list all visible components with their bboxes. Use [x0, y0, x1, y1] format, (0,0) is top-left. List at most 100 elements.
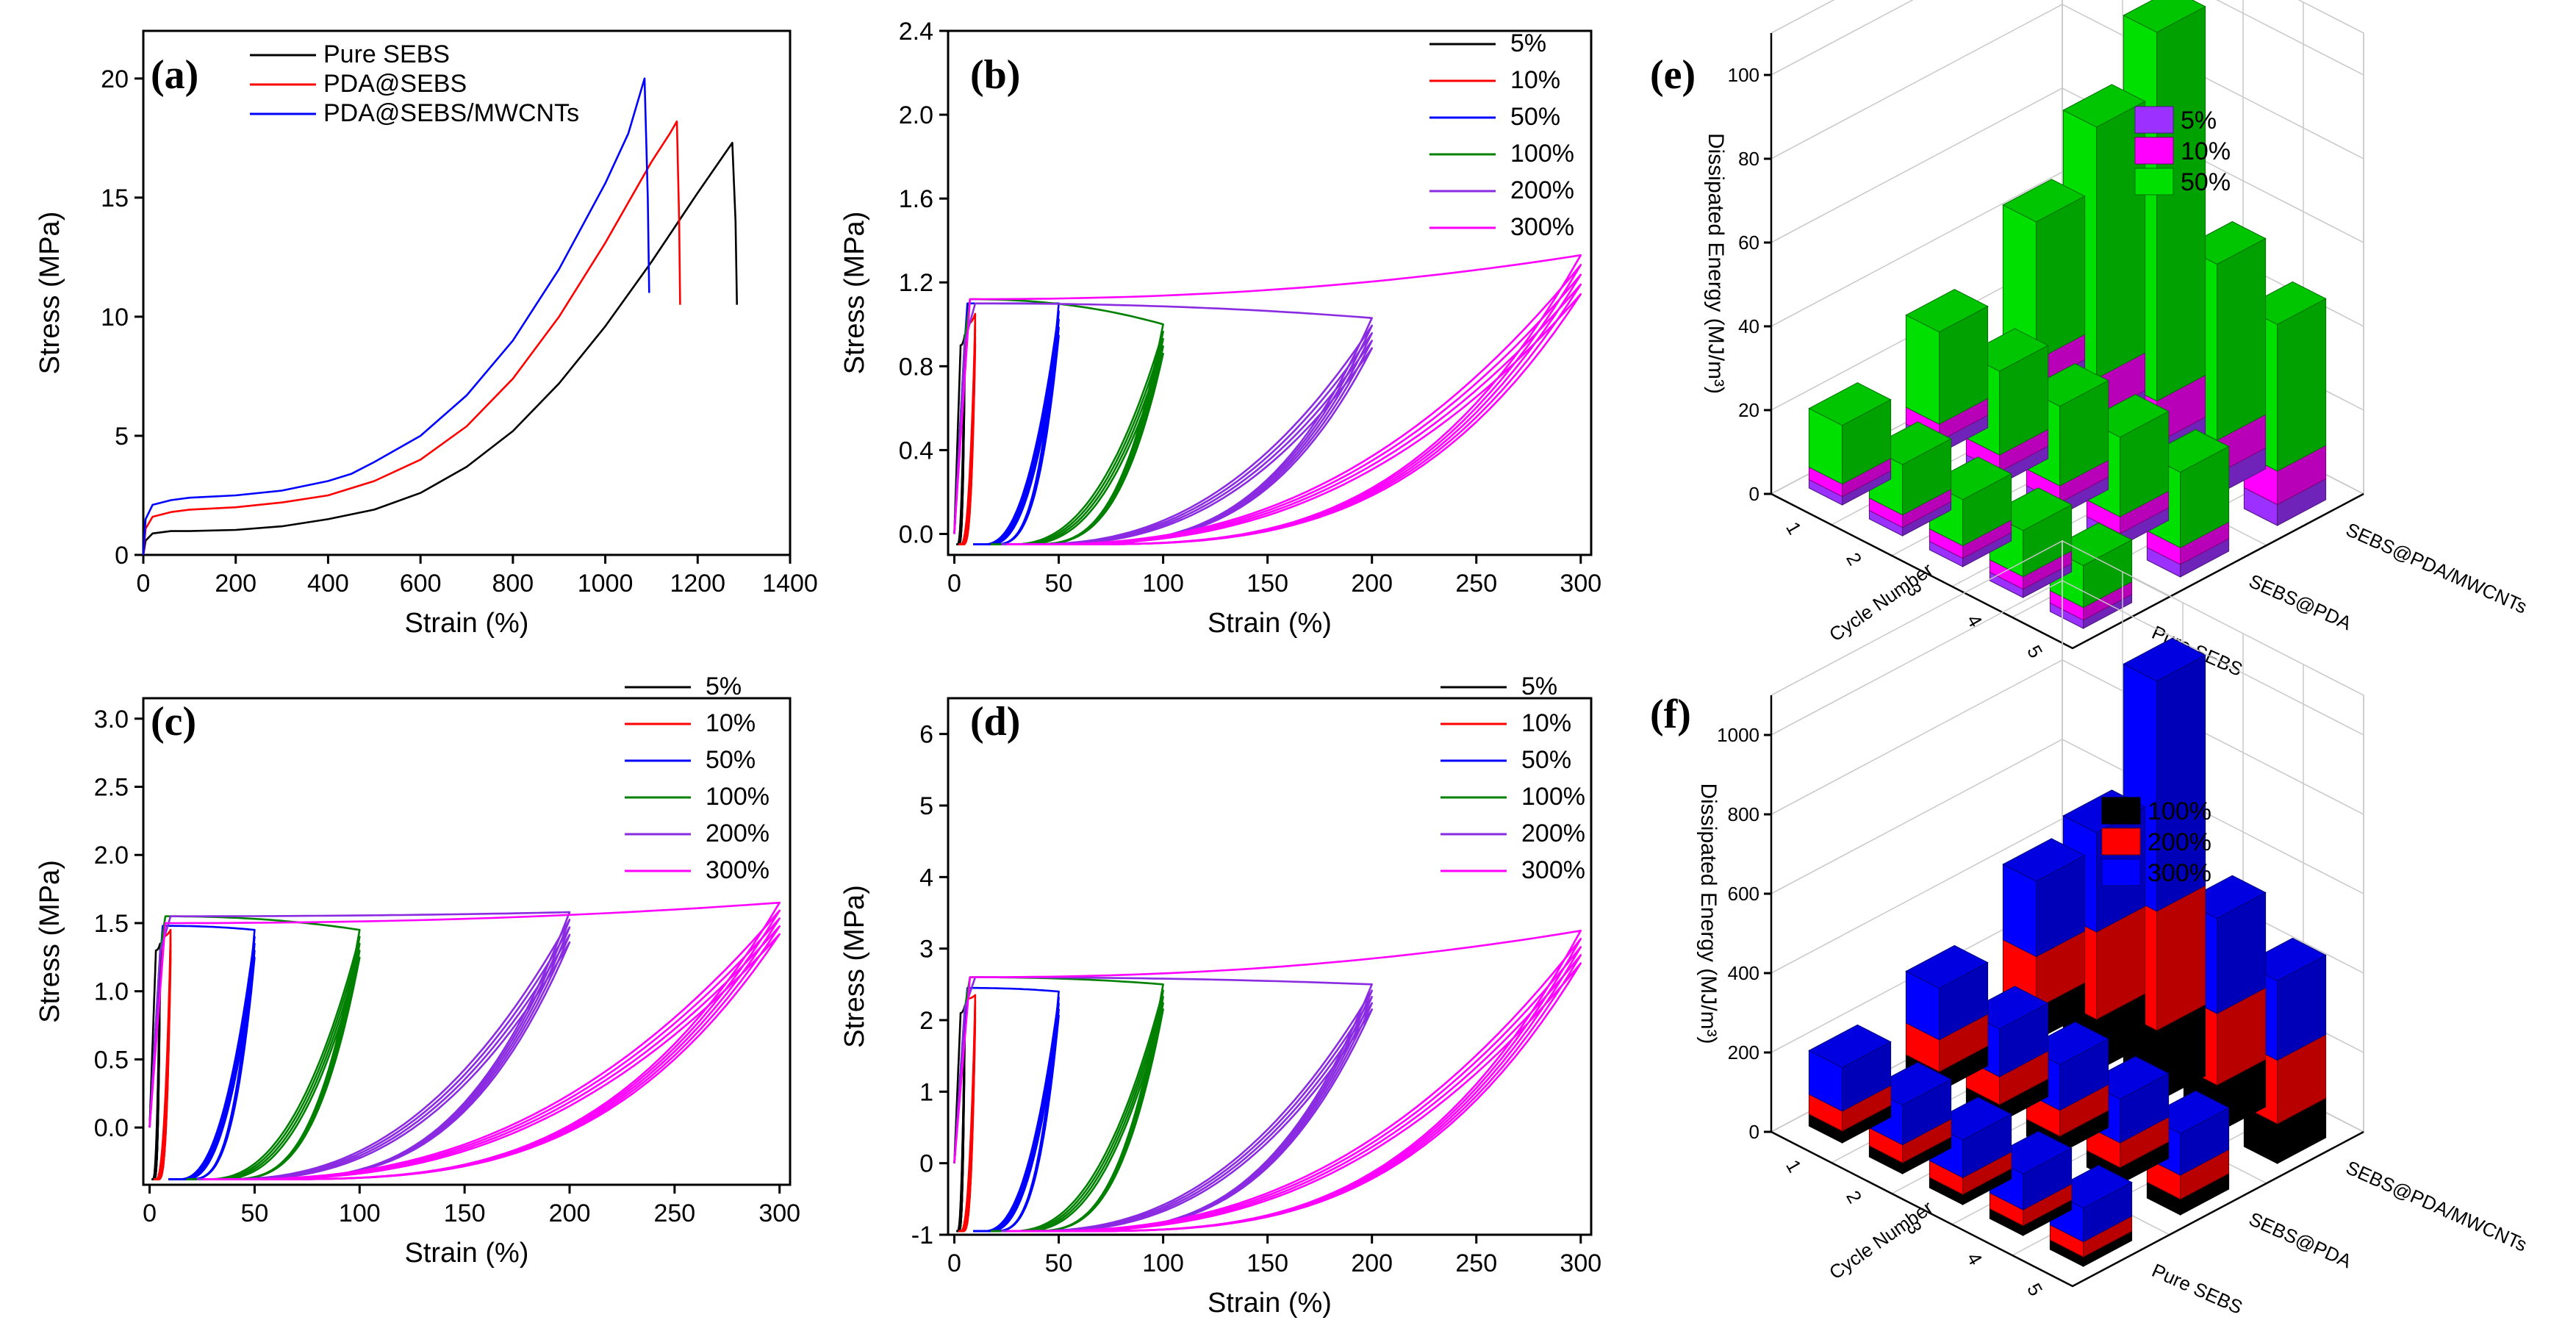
legend-swatch-f	[2101, 797, 2141, 825]
z-tick-label-e: 100	[1728, 64, 1759, 86]
plot-frame-a	[142, 29, 792, 556]
bar-segment-side-e	[2217, 237, 2267, 441]
bar-top-f	[1808, 1024, 1892, 1069]
y-tick-label-c: 2.0	[94, 842, 129, 869]
legend-swatch-e	[2134, 137, 2174, 165]
y-tick-label-a: 15	[101, 184, 129, 212]
x-tick-label-b: 50	[1045, 570, 1073, 598]
loop-curve-c-10	[154, 956, 172, 1180]
plot-frame-b	[947, 29, 1593, 556]
bar-top-f	[1905, 944, 1989, 989]
x-tick-label-a: 1200	[670, 570, 725, 598]
legend-label-a: PDA@SEBS/MWCNTs	[323, 99, 579, 127]
cycle-tick-label-e: 1	[1782, 518, 1806, 539]
y-tick-label-d: 0	[919, 1150, 933, 1178]
x-tick-label-d: 150	[1246, 1249, 1288, 1277]
loop-curve-d-50	[973, 1014, 1060, 1233]
bar-top-e	[2002, 179, 2086, 223]
legend-label-c: 5%	[706, 672, 742, 700]
x-tick-label-d: 0	[947, 1249, 961, 1277]
x-tick-label-c: 50	[241, 1199, 269, 1227]
y-tick-label-b: 2.4	[899, 18, 933, 46]
cycle-tick-label-f: 2	[1842, 1187, 1866, 1208]
panel-f-chart: 0 200 400 600 800 1000 Dissipated Energy (MJ/m…	[1650, 539, 2530, 1319]
y-axis-title-d: Stress (MPa)	[839, 885, 870, 1048]
z-tick-label-f: 1000	[1717, 724, 1759, 746]
y-tick-label-c: 1.0	[94, 978, 129, 1006]
z-tick-label-f: 200	[1728, 1041, 1759, 1063]
bar-top-e	[2123, 0, 2206, 33]
cycle-tick-label-e: 5	[2023, 642, 2047, 662]
y-tick-label-c: 0.0	[94, 1114, 129, 1142]
z-tick-label-e: 20	[1738, 399, 1759, 421]
sample-label-e: SEBS@PDA/MWCNTs	[2343, 518, 2530, 618]
loop-curve-d-300	[1006, 962, 1582, 1233]
legend-label-c: 10%	[706, 709, 756, 737]
panel-c-chart: 0 50 100 150 200 250 300 0.0 0.5 1.0 1.5 2.0 2.5 3.0 S…	[35, 672, 800, 1269]
bar-segment-front-e	[1905, 314, 1940, 425]
z-tick-label-e: 60	[1738, 232, 1759, 254]
legend-label-b: 200%	[1510, 176, 1574, 204]
loop-curve-c-300	[202, 933, 781, 1180]
x-tick-label-a: 600	[400, 570, 442, 598]
x-tick-label-a: 200	[215, 570, 256, 598]
x-tick-label-a: 1400	[762, 570, 818, 598]
legend-label-d: 50%	[1521, 746, 1571, 774]
bar-segment-side-e	[2156, 6, 2206, 402]
x-tick-label-b: 100	[1142, 570, 1184, 598]
floor-edge-f	[1770, 1130, 2364, 1288]
z-tick-label-f: 600	[1728, 883, 1759, 905]
y-tick-label-d: 3	[919, 936, 933, 964]
x-tick-label-c: 300	[758, 1199, 800, 1227]
legend-label-d: 5%	[1521, 672, 1557, 700]
legend-label-f: 300%	[2148, 859, 2211, 887]
y-axis-title-c: Stress (MPa)	[35, 860, 65, 1023]
legend-swatch-f	[2101, 858, 2141, 886]
y-tick-label-d: 2	[919, 1007, 933, 1035]
y-tick-label-c: 0.5	[94, 1046, 129, 1074]
x-tick-label-c: 150	[444, 1199, 486, 1227]
legend-label-e: 10%	[2181, 137, 2231, 165]
x-tick-label-d: 100	[1142, 1249, 1184, 1277]
x-tick-label-d: 300	[1560, 1249, 1601, 1277]
legend-label-d: 100%	[1521, 783, 1585, 811]
y-tick-label-b: 1.2	[899, 269, 933, 297]
cycle-tick-label-e: 4	[1962, 611, 1987, 631]
legend-label-b: 100%	[1510, 140, 1574, 168]
sample-label-f: SEBS@PDA/MWCNTs	[2343, 1156, 2530, 1256]
sample-label-f: Pure SEBS	[2149, 1259, 2246, 1319]
legend-label-e: 50%	[2181, 168, 2231, 196]
y-tick-label-b: 0.8	[899, 353, 933, 381]
z-axis-title-f: Dissipated Energy (MJ/m³)	[1696, 783, 1721, 1044]
x-tick-label-a: 400	[307, 570, 349, 598]
x-axis-title-c: Strain (%)	[405, 1238, 529, 1269]
cycle-tick-label-f: 1	[1782, 1156, 1806, 1177]
plot-frame-d	[947, 697, 1593, 1236]
panel-d-chart: 0 50 100 150 200 250 300 -1 0 1 2 3 4 5 6 Strain (%) Str…	[839, 672, 1601, 1319]
legend-label-d: 300%	[1521, 856, 1585, 884]
x-tick-label-d: 50	[1045, 1249, 1073, 1277]
z-tick-label-e: 40	[1738, 315, 1759, 337]
x-tick-label-a: 0	[137, 570, 151, 598]
loop-curve-d-200	[953, 976, 1373, 1233]
panel-label-b: (b)	[970, 52, 1020, 98]
sample-label-f: SEBS@PDA	[2246, 1208, 2356, 1272]
x-tick-label-d: 250	[1455, 1249, 1497, 1277]
x-tick-label-b: 150	[1246, 570, 1288, 598]
y-tick-label-a: 20	[101, 65, 129, 93]
loop-curve-b-100	[991, 352, 1164, 545]
x-axis-title-b: Strain (%)	[1208, 608, 1332, 639]
legend-label-d: 200%	[1521, 819, 1585, 847]
x-tick-label-c: 0	[143, 1199, 157, 1227]
y-tick-label-c: 3.0	[94, 706, 129, 733]
y-tick-label-a: 5	[115, 423, 129, 451]
legend-label-a: PDA@SEBS	[323, 70, 467, 98]
x-tick-label-b: 300	[1560, 570, 1601, 598]
y-tick-label-d: -1	[911, 1222, 933, 1249]
z-tick-label-f: 0	[1749, 1121, 1759, 1143]
legend-label-c: 50%	[706, 746, 756, 774]
series-line-pda-sebs	[142, 120, 681, 556]
z-tick-label-f: 800	[1728, 803, 1759, 825]
